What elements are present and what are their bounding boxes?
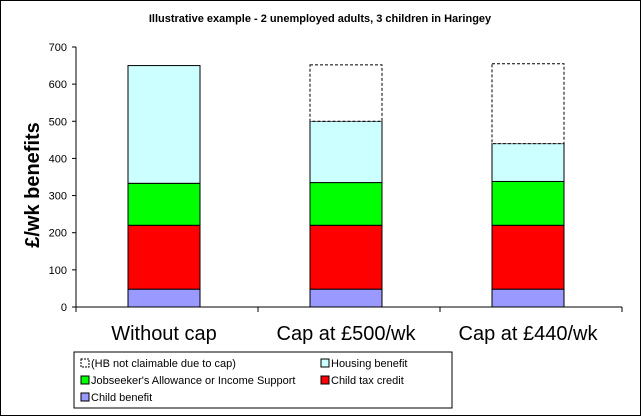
bar-segment [127,65,201,184]
legend-label: (HB not claimable due to cap) [91,358,236,370]
legend-label: Child benefit [91,392,152,404]
legend-swatch [320,358,330,368]
bar-segment [491,143,565,182]
legend-label: Housing benefit [331,358,407,370]
y-tick-label: 300 [49,191,67,203]
legend-swatch [320,375,330,385]
bar-segment [309,288,383,308]
y-tick-label: 500 [49,116,67,128]
y-tick-label: 700 [49,42,67,54]
bar-segment [309,64,383,122]
y-tick-label: 400 [49,153,67,165]
legend-label: Child tax credit [331,375,404,387]
bar-segment [309,182,383,226]
bar-segment [309,224,383,290]
chart-title: Illustrative example - 2 unemployed adul… [149,13,492,25]
y-tick-label: 600 [49,79,67,91]
bar-segment [491,288,565,308]
bar-segment [127,288,201,308]
y-tick-label: 0 [61,302,67,314]
plot-area: 0 100 200 300 400 500 600 700 Without cap Cap at … [49,42,623,345]
x-tick-label: Cap at £440/wk [459,323,599,345]
bar-segment [491,224,565,290]
legend-swatch [80,392,90,402]
bar-segment [491,63,565,145]
legend: (HB not claimable due to cap) Housing ben… [73,351,453,409]
y-tick-label: 200 [49,228,67,240]
bar-segment [491,180,565,226]
x-tick-label: Without cap [111,323,217,345]
legend-label: Jobseeker's Allowance or Income Support [91,375,296,387]
bar-segment [127,182,201,226]
legend-swatch [80,375,90,385]
x-tick-label: Cap at £500/wk [277,323,417,345]
y-tick-label: 100 [49,265,67,277]
y-axis-label: £/wk benefits [22,122,44,248]
bar-segment [309,120,383,184]
legend-swatch [80,358,90,368]
legend-box [73,351,453,409]
bar-segment [127,224,201,290]
